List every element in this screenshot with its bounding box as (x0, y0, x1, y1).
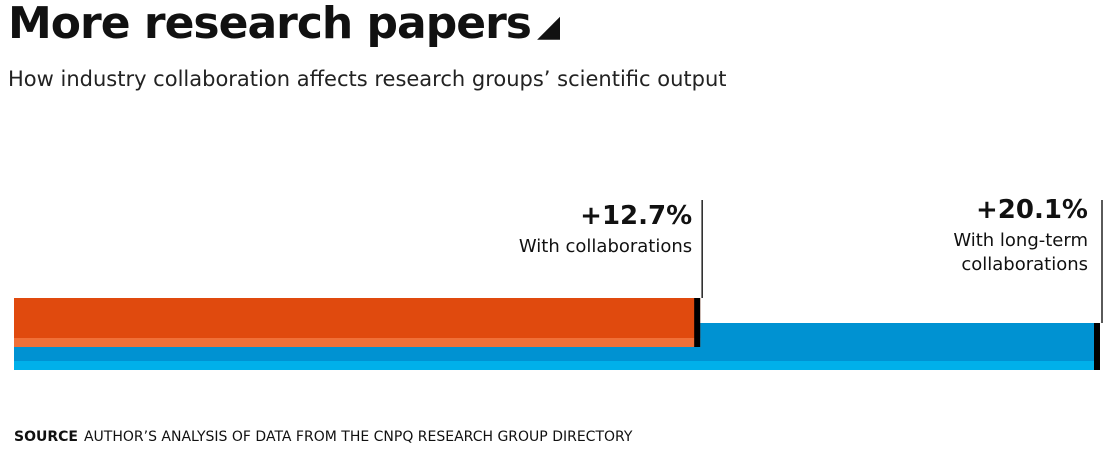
source-label: SOURCE (14, 429, 78, 445)
chart-title: More research papers ◢ (8, 0, 560, 51)
value-label-long-term: +20.1% (976, 195, 1088, 225)
chart-subtitle: How industry collaboration affects resea… (8, 67, 727, 91)
bar-long-term-end-marker (1094, 323, 1100, 370)
series-label-collaborations: With collaborations (519, 236, 692, 257)
bar-collaborations (14, 298, 701, 338)
bar-chart: +12.7% With collaborations +20.1% With long… (14, 195, 1103, 370)
triangle-icon: ◢ (536, 9, 560, 44)
value-label-collaborations: +12.7% (580, 201, 692, 231)
bar-long-term-collaborations-base (14, 361, 1100, 370)
source-text: AUTHOR’S ANALYSIS OF DATA FROM THE CNPQ … (83, 429, 633, 445)
series-label-long-term-line: collaborations (961, 254, 1088, 275)
source-note: SOURCE AUTHOR’S ANALYSIS OF DATA FROM THE… (14, 428, 632, 446)
chart-title-text: More research papers (8, 0, 532, 49)
bar-collaborations-base (14, 338, 701, 347)
bar-collaborations-end-marker (694, 298, 701, 347)
series-label-long-term: With long-term collaborations (953, 230, 1088, 275)
series-label-long-term-line: With long-term (953, 230, 1088, 251)
